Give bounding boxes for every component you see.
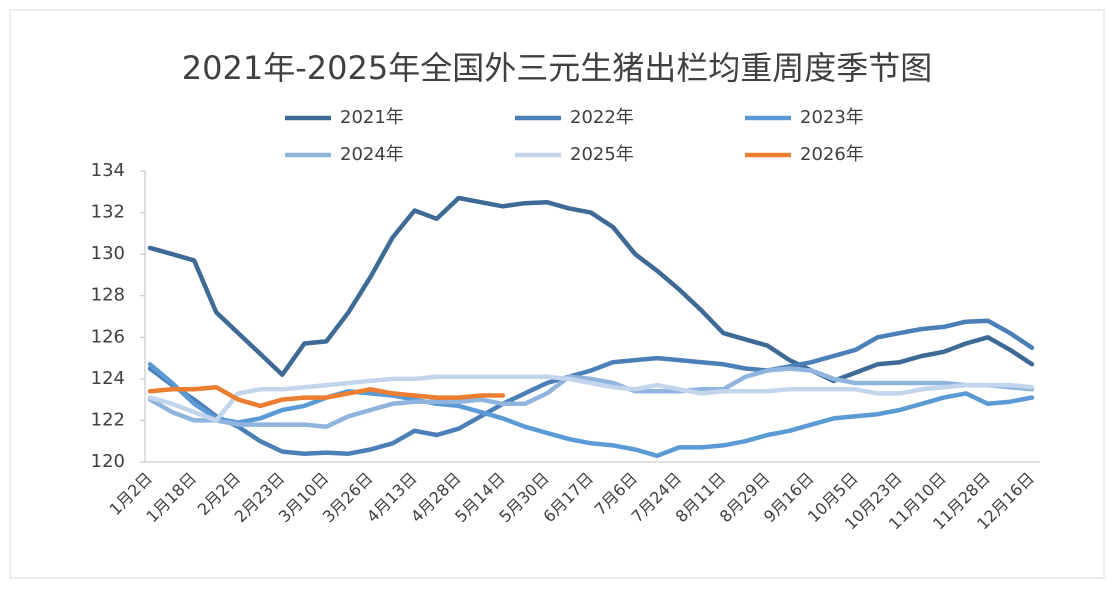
y-tick-label: 122 [91,409,125,430]
legend-label: 2026年 [800,144,864,165]
legend-label: 2023年 [800,107,864,128]
series-line [147,366,1035,429]
series-line [147,384,506,409]
series-line [147,195,1035,384]
y-tick-label: 124 [91,368,125,389]
legend-label: 2022年 [570,107,634,128]
legend-label: 2025年 [570,144,634,165]
legend-label: 2024年 [340,144,404,165]
series-line [147,362,1035,459]
y-tick-label: 130 [91,243,125,264]
series-line [147,374,1035,423]
y-tick-label: 126 [91,326,125,347]
y-tick-label: 134 [91,160,125,181]
y-tick-label: 132 [91,202,125,223]
y-tick-label: 120 [91,451,125,472]
chart-title: 2021年-2025年全国外三元生猪出栏均重周度季节图 [182,49,932,87]
chart-frame [9,9,1105,579]
series-line [147,318,1035,456]
y-tick-label: 128 [91,285,125,306]
legend-label: 2021年 [340,107,404,128]
